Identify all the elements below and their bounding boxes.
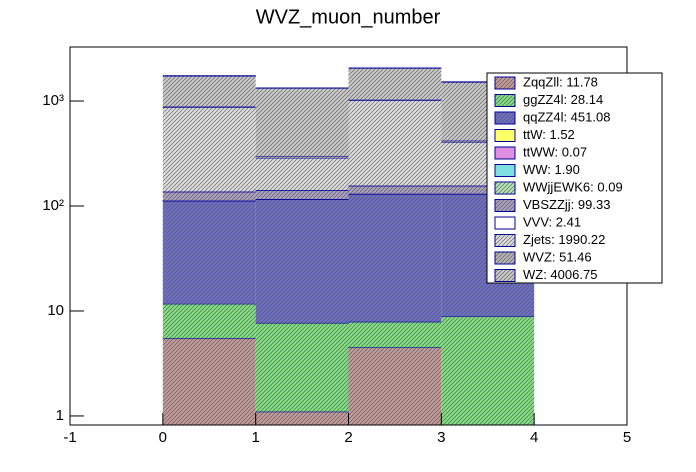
x-tick-label: -1 — [63, 429, 76, 446]
legend-swatch — [494, 164, 516, 177]
histogram-segment — [441, 316, 535, 425]
histogram-segment — [255, 322, 349, 412]
legend-swatch — [494, 269, 516, 282]
legend-swatch — [494, 181, 516, 195]
x-tick-label: 5 — [623, 429, 631, 446]
legend-swatch — [494, 234, 516, 247]
legend-swatch — [494, 251, 516, 265]
legend-label: VVV: 2.41 — [523, 214, 581, 229]
legend-label: ggZZ4l: 28.14 — [523, 92, 603, 107]
legend-box — [486, 72, 663, 284]
legend-label: qqZZ4l: 451.08 — [523, 109, 610, 124]
legend-swatch — [494, 94, 516, 107]
histogram-segment — [348, 347, 442, 425]
histogram-segment — [348, 68, 442, 100]
histogram-segment — [348, 321, 442, 348]
legend-swatch — [494, 129, 516, 142]
histogram-segment — [162, 75, 256, 107]
legend-swatch — [494, 111, 516, 125]
y-tick-label: 10 — [47, 302, 64, 319]
histogram-segment — [162, 338, 256, 425]
legend-label: WVZ: 51.46 — [523, 249, 592, 264]
chart-title: WVZ_muon_number — [256, 6, 441, 28]
y-tick-label: 1 — [56, 407, 64, 424]
y-tick-label: 10³ — [42, 92, 64, 109]
legend-label: VBSZZjj: 99.33 — [523, 197, 610, 212]
x-tick-label: 4 — [530, 429, 538, 446]
x-tick-label: 1 — [251, 429, 259, 446]
histogram-segment — [348, 100, 442, 186]
legend-label: ttWW: 0.07 — [523, 144, 587, 159]
histogram-segment — [255, 157, 349, 190]
y-tick-label: 10² — [42, 197, 64, 214]
histogram-segment — [255, 156, 349, 158]
histogram-segment — [348, 185, 442, 194]
x-tick-label: 3 — [437, 429, 445, 446]
legend-label: ZqqZll: 11.78 — [523, 74, 598, 89]
histogram-segment — [255, 199, 349, 323]
legend-label: WW: 1.90 — [523, 162, 580, 177]
legend-label: WZ: 4006.75 — [523, 267, 597, 282]
histogram-segment — [255, 88, 349, 157]
histogram-segment — [162, 191, 256, 201]
legend-swatch — [494, 199, 516, 212]
histogram-segment — [162, 200, 256, 304]
histogram-segment — [162, 303, 256, 339]
x-tick-label: 0 — [159, 429, 167, 446]
legend-label: ttW: 1.52 — [523, 127, 575, 142]
histogram-segment — [255, 190, 349, 200]
x-tick-label: 2 — [344, 429, 352, 446]
legend-swatch — [494, 76, 516, 90]
histogram-segment — [255, 411, 349, 425]
histogram-segment — [162, 107, 256, 192]
legend-label: Zjets: 1990.22 — [523, 232, 605, 247]
histogram-segment — [348, 194, 442, 322]
plot-area — [162, 67, 535, 425]
legend-swatch — [494, 146, 516, 160]
legend-label: WWjjEWK6: 0.09 — [523, 179, 623, 194]
legend-swatch — [494, 216, 516, 230]
